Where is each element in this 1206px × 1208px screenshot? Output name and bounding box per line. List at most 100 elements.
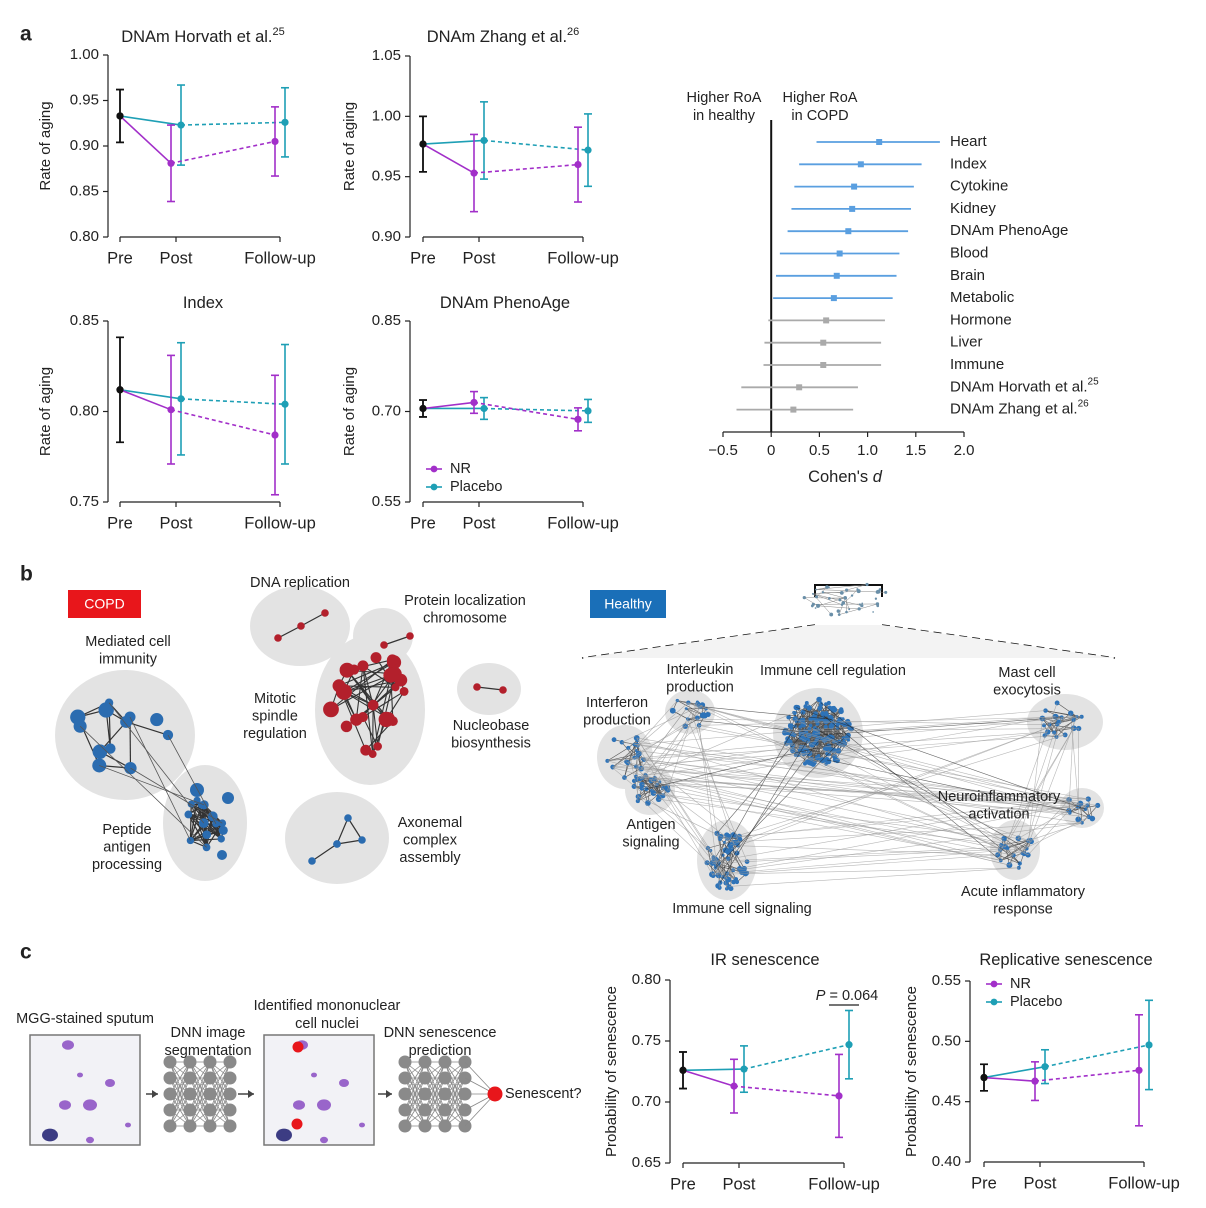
network-edge — [637, 739, 1006, 848]
cell — [62, 1040, 74, 1050]
cell — [42, 1128, 58, 1142]
network-edge — [654, 778, 1023, 854]
chart-title: DNAm PhenoAge — [440, 294, 570, 312]
y-tick-label: 1.00 — [372, 107, 401, 124]
nn-edge — [189, 1061, 211, 1111]
network-node — [399, 687, 409, 696]
network-edge — [821, 723, 843, 761]
category-text: Brain — [950, 267, 985, 284]
series-line — [119, 389, 172, 411]
network-node — [814, 595, 819, 599]
y-tick-label: 0.80 — [70, 402, 99, 419]
network-edge — [330, 659, 393, 710]
network-node — [821, 591, 825, 594]
series-line — [473, 163, 579, 174]
data-point — [584, 407, 592, 415]
network-node — [340, 720, 353, 733]
effect-marker — [823, 317, 830, 324]
network-node — [734, 879, 740, 885]
network-edge — [716, 733, 803, 834]
network-edge — [1056, 702, 1078, 717]
network-node — [383, 667, 399, 683]
sputum-image — [29, 1034, 141, 1146]
network-edge — [362, 665, 374, 706]
network-edge — [688, 702, 1001, 850]
network-node — [725, 849, 732, 855]
nn-node — [223, 1055, 237, 1069]
nn-node — [418, 1119, 432, 1133]
network-edge — [1007, 840, 1029, 849]
network-node — [92, 744, 108, 760]
network-node — [827, 714, 832, 719]
network-edge — [612, 767, 711, 851]
category-superscript: 26 — [1078, 398, 1090, 409]
network-node — [120, 715, 133, 728]
x-tick-label: Post — [462, 249, 495, 267]
network-node — [669, 707, 676, 714]
module-label: Neuroinflammatory — [938, 789, 1061, 805]
data-point — [1031, 1077, 1039, 1085]
network-node — [373, 742, 382, 751]
module-blob — [1027, 694, 1103, 750]
network-edge — [667, 789, 1014, 856]
legend-marker — [990, 998, 998, 1006]
network-node — [386, 654, 398, 666]
nn-node — [203, 1103, 217, 1117]
network-node — [838, 707, 844, 712]
category-text: Immune — [950, 356, 1004, 373]
network-edge — [677, 700, 1070, 801]
network-edge — [336, 839, 363, 845]
network-node — [1080, 821, 1084, 825]
annotation: in healthy — [693, 108, 756, 124]
annotation: Higher RoA — [687, 90, 762, 106]
series-line — [119, 115, 182, 126]
network-node — [836, 609, 841, 613]
network-node — [795, 704, 801, 711]
y-tick-label: 0.90 — [372, 228, 401, 245]
network-node — [842, 721, 848, 728]
y-tick-label: 0.40 — [932, 1153, 961, 1170]
data-point — [574, 415, 582, 423]
network-edge — [1087, 798, 1093, 819]
network-edge — [697, 703, 1014, 856]
module-label: Nucleobase — [453, 718, 530, 734]
data-point — [177, 395, 185, 403]
network-node — [841, 601, 846, 605]
network-edge — [639, 712, 794, 779]
module-label: complex — [403, 832, 458, 848]
network-edge — [846, 584, 868, 591]
y-tick-label: 0.85 — [70, 182, 99, 199]
nn-node — [183, 1087, 197, 1101]
x-tick-label: 2.0 — [954, 442, 975, 459]
network-node — [872, 611, 874, 613]
category-text: Liver — [950, 334, 983, 351]
legend-marker — [430, 483, 438, 491]
title-text: DNAm PhenoAge — [440, 294, 570, 312]
step-label: prediction — [409, 1043, 472, 1059]
nn-node — [398, 1103, 412, 1117]
network-edge — [796, 707, 1086, 810]
title-text: Index — [183, 294, 224, 312]
network-node — [633, 774, 638, 779]
network-node — [816, 696, 822, 703]
network-edge — [795, 718, 1029, 856]
network-edge — [1068, 805, 1098, 811]
network-edge — [300, 612, 326, 627]
x-label-text: Cohen's — [808, 468, 873, 486]
module-label: Interferon — [586, 695, 648, 711]
data-point — [1145, 1041, 1153, 1049]
network-node — [332, 679, 346, 693]
network-node — [839, 591, 844, 595]
category-label: Liver — [950, 334, 983, 351]
cell — [59, 1100, 71, 1110]
network-node — [850, 594, 854, 597]
network-node — [473, 683, 481, 691]
network-edge — [642, 704, 703, 779]
network-edge — [628, 747, 643, 760]
category-label: Kidney — [950, 200, 996, 217]
cell — [125, 1122, 131, 1128]
network-edge — [628, 747, 639, 797]
network-node — [823, 711, 829, 717]
network-edge — [607, 716, 1077, 762]
network-edge — [1026, 716, 1078, 849]
